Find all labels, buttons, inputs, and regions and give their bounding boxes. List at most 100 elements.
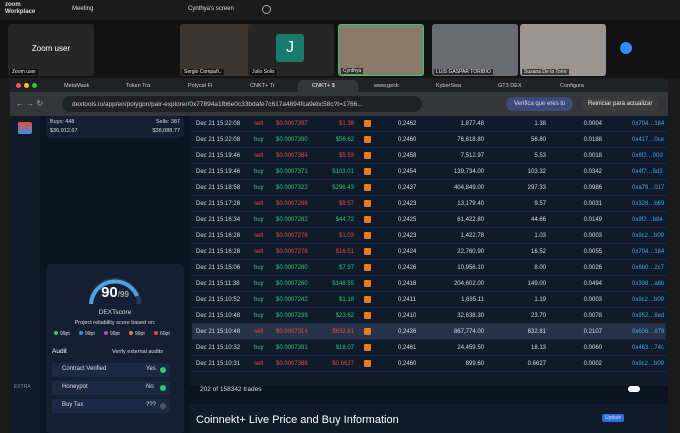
- tab[interactable]: CNKT+ $: [298, 80, 358, 92]
- trade-row: Dec 21 15:19:46 buy $0.0007371 $103.01 0,245…: [192, 164, 666, 180]
- cell: 0.2107: [583, 329, 602, 335]
- cell[interactable]: 0x328…b69: [632, 201, 665, 207]
- nav[interactable]: ← → ↻: [16, 99, 44, 108]
- cell: 0.0060: [583, 345, 602, 351]
- close[interactable]: [16, 83, 21, 88]
- tab[interactable]: Configura: [560, 83, 584, 89]
- sells-value: $38,088.77: [152, 128, 180, 134]
- cell[interactable]: 0x704…164: [632, 121, 665, 127]
- cell: $18.07: [335, 345, 354, 351]
- cell: $103.01: [332, 169, 354, 175]
- cell: 204,602.00: [453, 281, 484, 287]
- screen-title: Cynthya's screen: [188, 6, 234, 12]
- cell: 0.0003: [583, 233, 602, 239]
- tab[interactable]: Token Tra: [126, 83, 151, 89]
- cell: Dec 21 15:11:38: [196, 281, 240, 287]
- participant-tile: Cynthya: [338, 24, 424, 76]
- cell[interactable]: 0x606…879: [632, 329, 665, 335]
- check-dot: [160, 403, 166, 409]
- restart-button[interactable]: Reiniciar para actualizar: [582, 97, 659, 111]
- cell: 18.13: [530, 345, 546, 351]
- cell: 61,422.80: [457, 217, 484, 223]
- icon: [364, 120, 371, 127]
- check-result: ???: [146, 402, 157, 408]
- score-card: 90/99 DEXTscore Project reliability scor…: [46, 264, 184, 433]
- cell: 0,2460: [398, 137, 417, 143]
- score-legend: 99pt 99pt 99pt 99pt 60pt: [54, 331, 184, 339]
- cell: $44.72: [335, 217, 354, 223]
- trade-row: Dec 21 15:10:32 buy $0.0007391 $18.07 0,2461…: [192, 340, 666, 356]
- score-note: Project reliability score based on:: [74, 320, 156, 326]
- minimize[interactable]: [262, 5, 271, 14]
- cell: Dec 21 15:22:08: [196, 137, 241, 143]
- url[interactable]: dextools.io/app/en/polygon/pair-explorer…: [62, 96, 422, 112]
- trade-row: Dec 21 15:22:08 buy $0.0007390 $56.62 0,2460…: [192, 132, 666, 148]
- minimize[interactable]: [24, 83, 29, 88]
- cell: 0.0078: [583, 313, 602, 319]
- cell: 139,734.00: [453, 169, 484, 175]
- tab[interactable]: GT3 DEX: [498, 83, 522, 89]
- legend-dot: [154, 331, 158, 335]
- brand: Workplace: [5, 9, 36, 15]
- next-page[interactable]: [620, 42, 632, 54]
- cell[interactable]: 0x952…8ed: [632, 313, 665, 319]
- maximize[interactable]: [32, 83, 37, 88]
- legend-item: 99pt: [79, 331, 95, 337]
- cell[interactable]: 0x417…0ce: [632, 137, 665, 143]
- cell[interactable]: 0x398…a6b: [632, 281, 665, 287]
- cell[interactable]: 0x463…74c: [632, 345, 665, 351]
- cell[interactable]: 0x9f2…b84: [632, 217, 663, 223]
- cell[interactable]: 0x6b0…2c7: [632, 265, 665, 271]
- cell: $1.03: [338, 233, 354, 239]
- zoom-bar: zoom Workplace Meeting Cynthya's screen: [0, 0, 680, 20]
- legend-item: 99pt: [129, 331, 145, 337]
- cell: 0,2426: [398, 265, 417, 271]
- cell: $5.53: [338, 153, 354, 159]
- update[interactable]: Update: [602, 414, 625, 422]
- cell[interactable]: 0x704…164: [632, 249, 665, 255]
- cell: $23.62: [335, 313, 354, 319]
- cell: 0.0004: [583, 121, 602, 127]
- tab[interactable]: www.geck: [374, 83, 399, 89]
- cell[interactable]: 0x4f7…5d3: [632, 169, 663, 175]
- meeting[interactable]: Meeting: [72, 6, 94, 12]
- cell: Dec 21 15:15:06: [196, 265, 241, 271]
- verify-audits[interactable]: Verify external audits: [112, 349, 164, 355]
- cell[interactable]: 0x9c2…b09: [632, 233, 665, 239]
- trade-row: Dec 21 15:16:28 sell $0.0007278 $16.51 0,242…: [192, 244, 666, 260]
- toggle[interactable]: [628, 386, 640, 392]
- tab[interactable]: MetaMask: [64, 83, 90, 89]
- check-result: No: [146, 384, 154, 390]
- tab[interactable]: CNKT+ Tr: [250, 83, 275, 89]
- tab[interactable]: KyberSwa: [436, 83, 462, 89]
- cell[interactable]: 0x6f2…00d: [632, 153, 663, 159]
- cell: Dec 21 15:16:34: [196, 217, 241, 223]
- trade-row: Dec 21 15:10:52 buy $0.0007242 $1.18 0,2411 1…: [192, 292, 666, 308]
- cell: Dec 21 15:16:28: [196, 233, 241, 239]
- cell[interactable]: 0x9c2…b09: [632, 361, 665, 367]
- participant-tile: LUIS GASPAR TORIBIO: [432, 24, 518, 76]
- score: 90/99: [46, 284, 184, 301]
- cell: 16.52: [530, 249, 546, 255]
- participant-label: Zoom user: [10, 69, 38, 75]
- verify-button[interactable]: Verifica que eres tú: [506, 97, 574, 111]
- cell: $0.0007397: [276, 121, 308, 127]
- cell: 7,512.97: [460, 153, 484, 159]
- cell: 0.0026: [583, 265, 602, 271]
- logo[interactable]: [18, 122, 32, 134]
- cell: buy: [254, 345, 264, 351]
- cell[interactable]: 0xa79…017: [632, 185, 665, 191]
- cell[interactable]: 0x9c2…b09: [632, 297, 665, 303]
- cell: Dec 21 15:19:46: [196, 169, 241, 175]
- buys: Buys: 448: [50, 119, 75, 125]
- cell: buy: [254, 313, 264, 319]
- legend-label: 99pt: [85, 331, 95, 337]
- cell: 1.19: [534, 297, 546, 303]
- icon: [364, 136, 371, 143]
- participant-label: Julio Solis: [250, 69, 277, 75]
- icon: [364, 232, 371, 239]
- cell: $1.18: [338, 297, 354, 303]
- cell: 24,459.50: [457, 345, 484, 351]
- trade-row: Dec 21 15:19:46 sell $0.0007384 $5.53 0,2458…: [192, 148, 666, 164]
- tab[interactable]: Polycat Fi: [188, 83, 213, 89]
